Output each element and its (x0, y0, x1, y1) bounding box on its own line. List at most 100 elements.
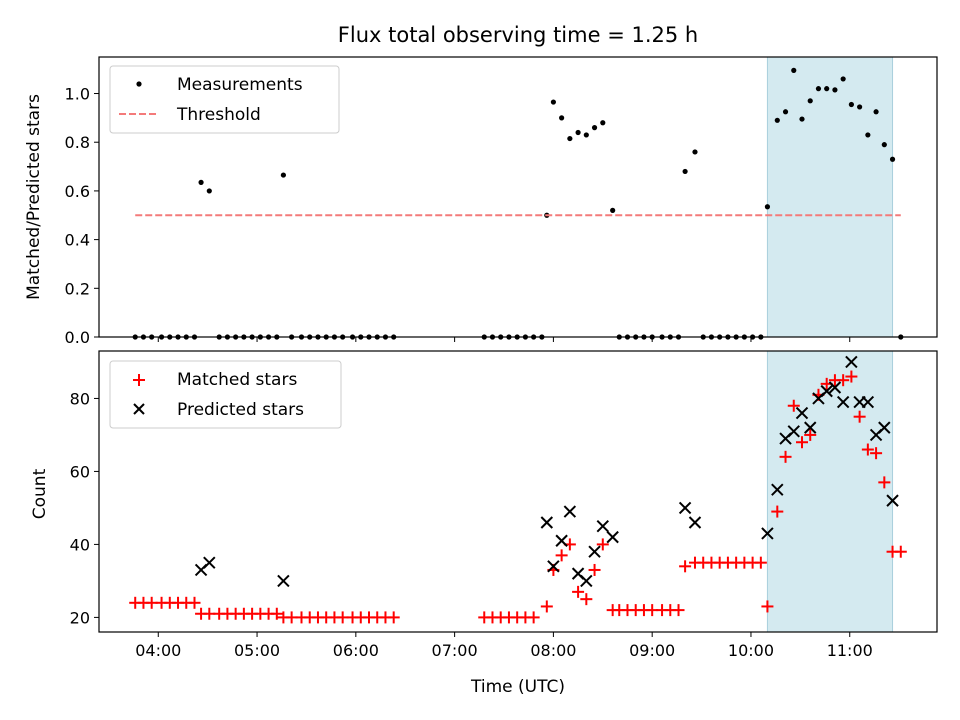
predicted-stars-point (861, 395, 875, 409)
x-axis-label: Time (UTC) (470, 677, 565, 697)
matched-stars-point (894, 545, 907, 558)
measurement-point (610, 207, 616, 213)
predicted-stars-point (277, 574, 290, 588)
y-tick-label: 0.4 (65, 231, 90, 250)
predicted-stars-point (828, 381, 842, 394)
predicted-stars-point (845, 355, 858, 369)
measurement-point (682, 168, 688, 175)
measurement-point (881, 142, 887, 148)
predicted-stars-point (596, 519, 609, 533)
plot-frame-top (98, 56, 938, 338)
measurement-point (567, 135, 573, 142)
predicted-stars-point (588, 545, 601, 558)
observing-window-span (766, 56, 894, 338)
measurement-point (807, 98, 813, 104)
matched-stars-point (387, 611, 400, 624)
x-tick-label: 05:00 (234, 641, 280, 660)
count-panel: 04:00 05:00 06:00 07:00 08:00 09:00 10:00 11:00… (30, 350, 938, 697)
matched-stars-point (188, 596, 201, 609)
y-tick-label: 80 (70, 389, 90, 408)
predicted-stars-point (771, 483, 784, 496)
measurement-point (889, 156, 896, 162)
matched-stars-point (771, 505, 784, 518)
x-tick-label: 09:00 (629, 641, 675, 660)
x-tick-label: 08:00 (530, 641, 576, 660)
legend-box-bottom (109, 360, 342, 429)
legend-label-matched: Matched stars (177, 370, 297, 390)
matched-stars-point (754, 556, 767, 569)
measurement-point (559, 115, 565, 121)
y-tick-label: 0.8 (65, 133, 90, 152)
matched-stars-point (572, 585, 585, 598)
x-tick-label: 11:00 (827, 641, 873, 660)
legend-top: Measurements Threshold (109, 65, 340, 134)
predicted-stars-point (547, 560, 560, 573)
predicted-stars-point (563, 505, 577, 518)
matched-stars-point (540, 600, 553, 613)
legend-marker-measurements (136, 81, 142, 87)
chart-title: Flux total observing time = 1.25 h (338, 23, 698, 47)
y-tick-label: 20 (70, 608, 90, 627)
measurement-point (848, 101, 854, 108)
measurement-point (764, 204, 771, 210)
predicted-stars-point (836, 395, 850, 409)
plot-frame-bottom (98, 350, 938, 633)
measurement-point (865, 132, 871, 138)
matched-stars-point (555, 549, 568, 562)
measurement-point (575, 129, 581, 136)
matched-stars-point (580, 593, 593, 606)
matched-stars-point (853, 410, 866, 423)
measurement-point (550, 99, 556, 105)
matched-stars-point (870, 447, 883, 460)
predicted-stars-point (555, 534, 568, 547)
measurement-point (840, 76, 846, 82)
measurement-point (774, 117, 780, 123)
count-marks (129, 355, 907, 624)
y-tick-label: 1.0 (65, 85, 90, 104)
measurement-point (832, 87, 838, 93)
measurement-point (815, 86, 822, 92)
measurement-point (583, 132, 589, 138)
ratio-marks (132, 67, 904, 340)
predicted-stars-point (795, 406, 809, 420)
x-tick-label: 10:00 (728, 641, 774, 660)
matched-stars-point (837, 374, 850, 387)
matched-stars-point (270, 607, 283, 620)
matched-stars-point (761, 600, 774, 613)
predicted-stars-point (540, 516, 554, 529)
y-axis-label-bottom: Count (30, 468, 50, 519)
y-axis-label-top: Matched/Predicted stars (24, 94, 44, 300)
x-tick-label: 04:00 (135, 641, 181, 660)
predicted-stars-point (606, 530, 619, 544)
legend-bottom: Matched stars Predicted stars (109, 360, 342, 429)
axis-ticks-bottom: 04:00 05:00 06:00 07:00 08:00 09:00 10:00 11:00… (70, 389, 873, 660)
x-tick-label: 07:00 (432, 641, 478, 660)
x-tick-label: 06:00 (333, 641, 379, 660)
measurement-point (692, 149, 698, 155)
ratio-panel: Flux total observing time = 1.25 h 0.0 0.… (24, 23, 938, 347)
legend-marker-predicted (133, 403, 145, 415)
matched-stars-point (779, 450, 792, 463)
matched-stars-point (861, 443, 874, 456)
measurement-point (873, 109, 879, 115)
predicted-stars-point (678, 501, 692, 515)
measurement-point (198, 179, 204, 185)
axis-ticks-top: 0.0 0.2 0.4 0.6 0.8 1.0 (65, 85, 851, 347)
matched-stars-point (672, 604, 685, 617)
matched-stars-point (804, 428, 817, 441)
matched-stars-point (795, 436, 808, 449)
y-tick-label: 0.0 (65, 328, 90, 347)
predicted-stars-point (761, 527, 774, 540)
matched-stars-point (845, 370, 858, 383)
y-tick-label: 0.6 (65, 182, 90, 201)
predicted-stars-point (787, 425, 800, 438)
predicted-stars-point (688, 516, 702, 529)
predicted-stars-point (580, 574, 593, 588)
measurement-point (600, 120, 606, 126)
predicted-stars-point (820, 384, 833, 398)
matched-stars-point (679, 560, 692, 573)
matched-stars-point (596, 538, 609, 551)
measurement-point (206, 188, 212, 194)
predicted-stars-point (886, 494, 899, 507)
